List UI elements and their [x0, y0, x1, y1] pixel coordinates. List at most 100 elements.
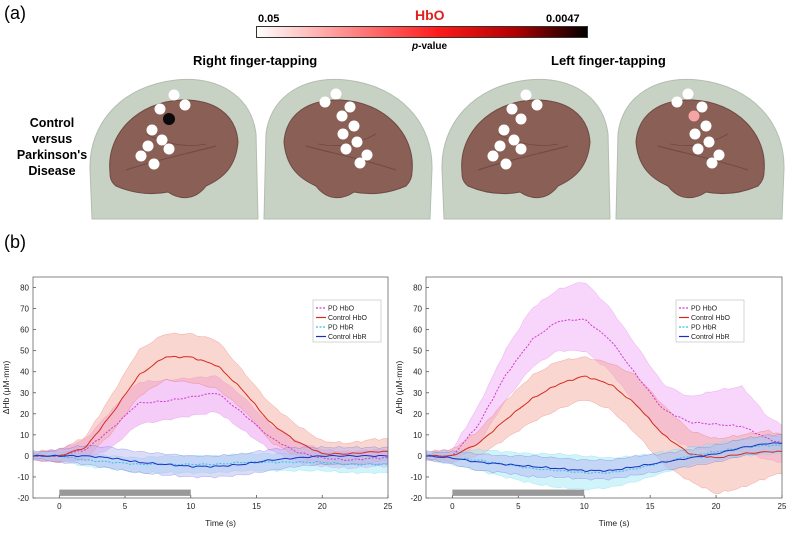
y-tick-label: 30: [20, 389, 29, 398]
colorbar-variable-rest: -value: [418, 41, 448, 52]
y-tick-label: 20: [413, 410, 422, 419]
channel-dot: [498, 124, 510, 136]
channel-dot: [506, 103, 518, 115]
series-band-pd-hbo: [33, 375, 388, 470]
channel-dot: [361, 149, 373, 161]
legend-label: Control HbR: [328, 334, 367, 341]
x-tick-label: 25: [778, 502, 787, 511]
legend-label: Control HbO: [691, 315, 730, 322]
channel-dot: [344, 101, 356, 113]
colorbar-max-label: 0.0047: [546, 13, 580, 25]
colorbar-variable-label: p-value: [412, 41, 447, 52]
condition-title-left: Left finger-tapping: [551, 53, 666, 68]
channel-dot: [515, 143, 527, 155]
x-tick-label: 5: [123, 502, 128, 511]
y-tick-label: 20: [20, 410, 29, 419]
y-tick-label: 50: [413, 347, 422, 356]
channel-dot: [168, 89, 180, 101]
series-band-pd-hbr: [426, 436, 782, 491]
legend-label: PD HbO: [328, 306, 355, 313]
channel-dot: [487, 150, 499, 162]
series-line-pd-hbr: [33, 454, 388, 466]
series-line-control-hbr: [426, 442, 782, 473]
series-group: [33, 332, 388, 479]
channel-dot: [531, 99, 543, 111]
channel-dot: [520, 89, 532, 101]
condition-title-right: Right finger-tapping: [193, 53, 318, 68]
y-axis-label: ΔHb (μM·mm): [1, 361, 11, 415]
y-tick-label: 60: [20, 326, 29, 335]
channel-dot-significant: [163, 113, 175, 125]
x-tick-label: 10: [186, 502, 195, 511]
y-tick-label: -10: [410, 473, 422, 482]
channel-dot: [515, 113, 527, 125]
channel-dot: [689, 128, 701, 140]
y-axis-label: ΔHb (μM·mm): [394, 361, 404, 415]
task-block-bar: [59, 489, 191, 496]
row-label-line-2: versus: [31, 132, 73, 146]
axes-frame: [425, 276, 783, 499]
legend: PD HbO Control HbO PD HbR Control HbR: [675, 299, 745, 343]
brain-right-tapping-right-hemisphere: [263, 78, 433, 220]
channel-dot: [336, 110, 348, 122]
channel-dot: [156, 134, 168, 146]
y-tick-label: 0: [418, 452, 423, 461]
channel-dot: [500, 158, 512, 170]
legend: PD HbO Control HbO PD HbR Control HbR: [312, 299, 382, 343]
channel-dot: [148, 158, 160, 170]
channel-dot: [494, 140, 506, 152]
series-line-control-hbr: [33, 454, 388, 468]
x-tick-label: 5: [516, 502, 521, 511]
x-axis-label: Time (s): [205, 518, 236, 528]
channel-dot: [348, 120, 360, 132]
colorbar-variable-italic: p: [412, 41, 419, 52]
series-band-control-hbr: [33, 445, 388, 479]
y-tick-label: 60: [413, 326, 422, 335]
channel-dot-significant: [688, 110, 700, 122]
channel-dot: [713, 149, 725, 161]
x-tick-label: 15: [252, 502, 261, 511]
colorbar-title: HbO: [415, 7, 445, 23]
y-tick-label: 50: [20, 347, 29, 356]
legend-label: PD HbR: [691, 325, 717, 332]
colorbar-min-label: 0.05: [258, 13, 280, 25]
channel-dot: [179, 99, 191, 111]
y-tick-label: -10: [17, 473, 29, 482]
chart-right-tapping: -20 -10 0 10 20 30 40 50 60 70 80 0 5 10 15 20 25 Time (s…: [1, 276, 393, 528]
chart-left-tapping: -20 -10 0 10 20 30 40 50 60 70 80 0 5 10 15 20 25 Time (s…: [394, 276, 787, 528]
channel-dot: [671, 96, 683, 108]
legend-label: PD HbO: [691, 306, 718, 313]
channel-dot: [696, 101, 708, 113]
brain-left-tapping-left-hemisphere: [441, 78, 611, 220]
channel-dot: [142, 140, 154, 152]
channel-dot: [146, 124, 158, 136]
y-tick-label: -20: [410, 494, 422, 503]
x-tick-label: 20: [712, 502, 721, 511]
legend-label: Control HbO: [328, 315, 367, 322]
y-tick-label: 70: [413, 305, 422, 314]
channel-dot: [319, 96, 331, 108]
series-band-control-hbo: [426, 356, 782, 494]
channel-dot: [508, 134, 520, 146]
x-tick-label: 25: [384, 502, 393, 511]
channel-dot: [703, 136, 715, 148]
channel-dot: [700, 120, 712, 132]
y-tick-label: 30: [413, 389, 422, 398]
legend-box: [312, 299, 382, 343]
legend-label: PD HbR: [328, 325, 354, 332]
series-band-control-hbo: [33, 332, 388, 466]
channel-dot: [340, 143, 352, 155]
legend-label: Control HbR: [691, 334, 730, 341]
x-axis-label: Time (s): [599, 518, 630, 528]
series-band-pd-hbr: [33, 450, 388, 475]
row-label: Control versus Parkinson's Disease: [14, 115, 90, 179]
brain-left-tapping-right-hemisphere: [615, 78, 785, 220]
colorbar-gradient: [256, 26, 588, 38]
series-line-pd-hbo: [33, 393, 388, 461]
channel-dot: [682, 88, 694, 100]
x-tick-label: 20: [318, 502, 327, 511]
brain-right-tapping-left-hemisphere: [89, 78, 259, 220]
y-tick-label: 40: [413, 368, 422, 377]
brain-renders: [89, 78, 785, 220]
x-tick-label: 0: [450, 502, 455, 511]
